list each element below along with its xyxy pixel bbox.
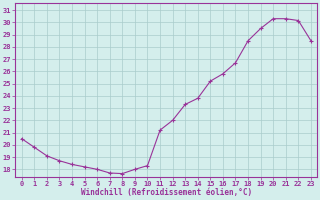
X-axis label: Windchill (Refroidissement éolien,°C): Windchill (Refroidissement éolien,°C) <box>81 188 252 197</box>
